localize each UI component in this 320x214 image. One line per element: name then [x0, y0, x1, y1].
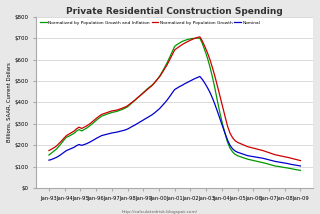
- Text: http://calculatedrisk.blogspot.com/: http://calculatedrisk.blogspot.com/: [122, 210, 198, 214]
- Normalized by Population Growth and Inflation: [65, 136, 68, 138]
- Y-axis label: Billions, SAAR, Current Dollars: Billions, SAAR, Current Dollars: [7, 62, 12, 142]
- Nominal: [47, 159, 51, 161]
- Normalized by Population Growth: [200, 40, 204, 42]
- Normalized by Population Growth: [226, 125, 229, 127]
- Normalized by Population Growth and Inflation: [110, 111, 114, 114]
- Normalized by Population Growth and Inflation: [196, 37, 199, 39]
- Normalized by Population Growth and Inflation: [226, 141, 229, 143]
- Nominal: [299, 165, 302, 167]
- Nominal: [163, 102, 167, 104]
- Line: Normalized by Population Growth: Normalized by Population Growth: [49, 37, 300, 161]
- Normalized by Population Growth: [299, 159, 302, 162]
- Nominal: [65, 149, 68, 152]
- Normalized by Population Growth: [47, 149, 51, 152]
- Normalized by Population Growth and Inflation: [238, 155, 242, 158]
- Line: Normalized by Population Growth and Inflation: Normalized by Population Growth and Infl…: [49, 38, 300, 170]
- Title: Private Residential Construction Spending: Private Residential Construction Spendin…: [66, 7, 283, 16]
- Line: Nominal: Nominal: [49, 76, 300, 166]
- Nominal: [226, 139, 229, 141]
- Normalized by Population Growth and Inflation: [163, 66, 167, 69]
- Normalized by Population Growth and Inflation: [299, 169, 302, 172]
- Normalized by Population Growth: [198, 36, 202, 38]
- Normalized by Population Growth and Inflation: [47, 154, 51, 156]
- Normalized by Population Growth: [163, 67, 167, 70]
- Nominal: [200, 78, 204, 81]
- Normalized by Population Growth: [65, 134, 68, 137]
- Normalized by Population Growth and Inflation: [200, 42, 204, 45]
- Nominal: [238, 152, 242, 154]
- Normalized by Population Growth: [238, 142, 242, 145]
- Normalized by Population Growth: [110, 110, 114, 112]
- Nominal: [110, 132, 114, 134]
- Legend: Normalized by Population Growth and Inflation, Normalized by Population Growth, : Normalized by Population Growth and Infl…: [39, 19, 262, 27]
- Nominal: [198, 75, 202, 78]
